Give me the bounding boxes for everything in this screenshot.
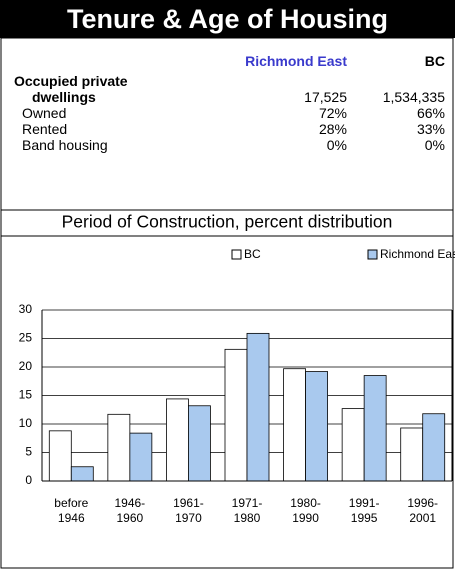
bar <box>246 332 270 482</box>
y-tick-label: 15 <box>19 388 33 402</box>
x-tick-label: 1996-2001 <box>407 496 439 525</box>
cell: 1,534,335 <box>382 89 445 105</box>
y-tick-label: 10 <box>19 416 33 430</box>
title: Tenure & Age of Housing <box>0 0 455 38</box>
bar <box>188 405 211 482</box>
y-tick-label: 5 <box>25 445 32 459</box>
y-tick-label: 30 <box>19 302 33 316</box>
bar <box>107 413 131 482</box>
row-label: Owned <box>22 105 67 121</box>
cell: 0% <box>424 137 445 153</box>
cell: 33% <box>416 121 445 137</box>
row-label: Occupied private <box>14 73 128 89</box>
x-tick-label: 1961-1970 <box>173 496 204 525</box>
bar <box>422 413 446 482</box>
bar <box>129 432 153 482</box>
bar <box>283 368 306 482</box>
y-tick-label: 0 <box>25 473 32 487</box>
bar <box>166 398 189 482</box>
cell: 0% <box>326 137 347 153</box>
x-tick-label: 1971-1980 <box>231 496 263 525</box>
bar <box>48 430 72 482</box>
column-header: Richmond East <box>245 53 347 69</box>
bar <box>305 371 328 482</box>
y-tick-label: 25 <box>19 331 33 345</box>
bar <box>341 408 365 482</box>
bar <box>224 348 248 482</box>
x-tick-label: 1980-1990 <box>290 496 321 525</box>
cell: 28% <box>318 121 347 137</box>
cell: 66% <box>416 105 445 121</box>
cell: 72% <box>318 105 347 121</box>
bar <box>400 427 424 482</box>
row-label: Rented <box>22 121 68 137</box>
row-label: Band housing <box>22 137 108 153</box>
row-label: dwellings <box>32 89 96 105</box>
x-tick-label: 1991-1995 <box>348 496 380 525</box>
chart-title: Period of Construction, percent distribu… <box>62 212 393 232</box>
legend-label: Richmond East <box>380 247 455 261</box>
legend-swatch <box>231 249 242 260</box>
column-header: BC <box>424 53 445 69</box>
legend-swatch <box>367 249 378 260</box>
bar <box>363 375 387 482</box>
cell: 17,525 <box>304 89 347 105</box>
bar <box>70 466 94 482</box>
x-tick-label: before 1946 <box>54 496 89 525</box>
x-tick-label: 1946-1960 <box>114 496 146 525</box>
y-tick-label: 20 <box>19 359 33 373</box>
frame <box>0 37 454 569</box>
legend-label: BC <box>244 247 261 261</box>
